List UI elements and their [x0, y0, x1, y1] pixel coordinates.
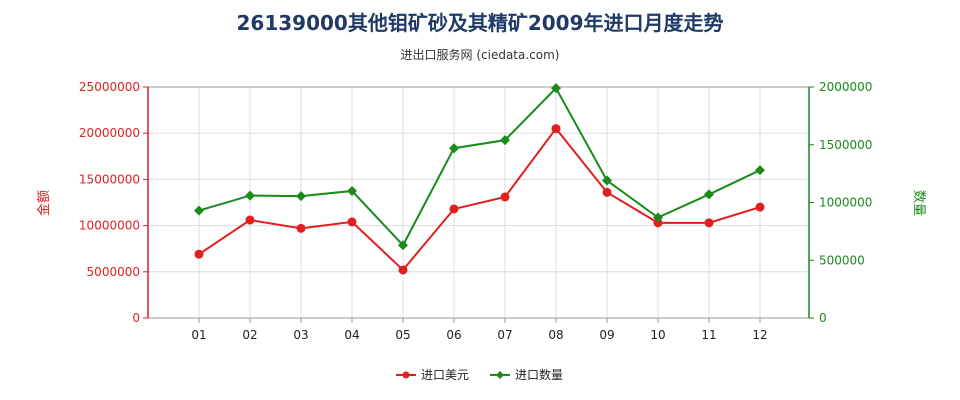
quantity-point	[551, 83, 561, 94]
x-tick-label: 02	[242, 328, 257, 342]
x-tick-label: 04	[344, 328, 359, 342]
quantity-point	[449, 143, 459, 154]
amount-series-line	[198, 126, 761, 272]
right-axis-title: 数量	[911, 190, 926, 216]
amount-point	[551, 124, 561, 134]
left-tick-label: 25000000	[79, 80, 140, 94]
x-tick-label: 01	[191, 328, 206, 342]
right-tick-label: 1000000	[819, 196, 872, 210]
right-tick-label: 2000000	[819, 80, 872, 94]
quantity-point	[602, 175, 612, 186]
quantity-series-line	[198, 86, 761, 247]
amount-point	[347, 217, 357, 227]
legend-quantity-label: 进口数量	[515, 367, 563, 382]
legend: 进口美元 进口数量	[396, 367, 563, 382]
left-tick-label: 10000000	[79, 219, 140, 233]
x-tick-label: 08	[548, 328, 563, 342]
quantity-point	[500, 135, 510, 146]
x-tick-label: 12	[752, 328, 767, 342]
series-layer	[194, 83, 765, 275]
left-tick-label: 0	[132, 311, 140, 325]
quantity-point	[755, 165, 765, 176]
amount-point	[449, 204, 459, 214]
amount-point	[500, 192, 510, 202]
quantity-point	[296, 191, 306, 202]
x-tick-label: 11	[701, 328, 716, 342]
amount-point	[704, 218, 714, 228]
left-axis-title: 金额	[36, 190, 52, 216]
left-tick-label: 20000000	[79, 126, 140, 140]
amount-point	[194, 249, 204, 259]
x-tick-label: 09	[599, 328, 614, 342]
quantity-point	[245, 190, 255, 201]
quantity-point	[653, 212, 663, 223]
amount-point	[653, 218, 663, 228]
right-tick-label: 1500000	[819, 138, 872, 152]
quantity-point	[347, 185, 357, 196]
legend-quantity-marker	[496, 371, 504, 379]
quantity-point	[704, 189, 714, 200]
amount-point	[602, 187, 612, 197]
legend-amount-label: 进口美元	[421, 368, 469, 382]
chart-subtitle: 进出口服务网 (ciedata.com)	[401, 47, 560, 62]
amount-point	[245, 215, 255, 225]
left-axis-ticks: 0 5000000 10000000 15000000 20000000 25000000	[79, 80, 149, 325]
quantity-point	[194, 205, 204, 216]
quantity-point	[398, 240, 408, 251]
x-tick-label: 05	[395, 328, 410, 342]
right-tick-label: 0	[819, 311, 827, 325]
chart-title: 26139000其他钼矿砂及其精矿2009年进口月度走势	[237, 11, 724, 35]
x-tick-label: 03	[293, 328, 308, 342]
x-axis-ticks: 01 02 03 04 05 06 07 08 09 10 11 12	[191, 318, 768, 342]
x-tick-label: 10	[650, 328, 665, 342]
amount-point	[296, 223, 306, 233]
right-tick-label: 500000	[819, 253, 865, 267]
right-axis-ticks: 0 500000 1000000 1500000 2000000	[808, 80, 872, 325]
legend-amount-marker	[402, 371, 410, 379]
x-tick-label: 07	[497, 328, 512, 342]
x-tick-label: 06	[446, 328, 461, 342]
left-tick-label: 15000000	[79, 172, 140, 186]
amount-point	[755, 202, 765, 212]
left-tick-label: 5000000	[87, 265, 140, 279]
amount-point	[398, 265, 408, 275]
